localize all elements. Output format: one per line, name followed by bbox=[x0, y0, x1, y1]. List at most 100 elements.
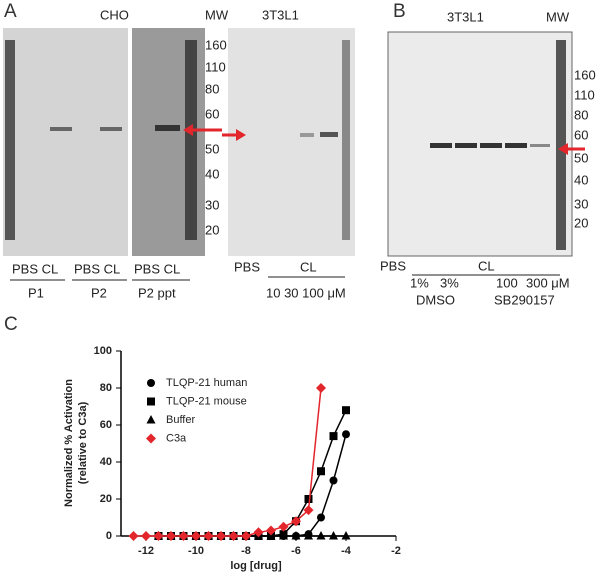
group-label: SB290157 bbox=[494, 292, 555, 307]
ladder bbox=[556, 40, 566, 250]
mw-marker: 20 bbox=[205, 222, 219, 237]
x-tick-label: -6 bbox=[291, 545, 301, 557]
legend-label: C3a bbox=[166, 432, 187, 444]
marker bbox=[316, 383, 326, 393]
mw-marker: 60 bbox=[205, 106, 219, 121]
marker bbox=[341, 531, 351, 540]
mw-marker: 40 bbox=[574, 172, 588, 187]
marker bbox=[316, 531, 326, 540]
band bbox=[300, 133, 314, 137]
mw-marker: 160 bbox=[205, 37, 227, 52]
marker bbox=[216, 531, 226, 541]
marker bbox=[303, 505, 314, 516]
band bbox=[100, 127, 122, 131]
mw-marker: 30 bbox=[205, 197, 219, 212]
y-tick-label: 0 bbox=[106, 530, 112, 542]
band bbox=[530, 144, 550, 147]
marker bbox=[279, 531, 288, 540]
mw-marker: 160 bbox=[574, 67, 596, 82]
marker bbox=[329, 432, 338, 441]
legend-label: TLQP-21 mouse bbox=[166, 395, 247, 407]
marker bbox=[304, 531, 313, 540]
series-line bbox=[133, 387, 322, 537]
marker bbox=[291, 516, 301, 527]
band bbox=[455, 143, 477, 148]
lane-label: PBS CL bbox=[134, 261, 180, 276]
cell-line: 3T3L1 bbox=[262, 7, 299, 22]
y-axis-label: Normalized % Activation bbox=[63, 379, 75, 507]
band bbox=[320, 132, 338, 137]
marker bbox=[166, 531, 176, 541]
marker bbox=[304, 495, 313, 503]
panel-label: C bbox=[4, 314, 18, 335]
y-tick-label: 40 bbox=[100, 456, 112, 468]
legend-marker bbox=[147, 397, 155, 406]
mw-marker: 60 bbox=[574, 127, 588, 142]
marker bbox=[178, 531, 189, 541]
treatment-label: CL bbox=[300, 259, 317, 274]
lane-label: PBS CL bbox=[12, 261, 58, 276]
marker bbox=[329, 476, 338, 485]
treatment-label: CL bbox=[478, 258, 495, 273]
x-tick-label: -4 bbox=[341, 545, 352, 557]
y-tick-label: 20 bbox=[100, 493, 112, 505]
legend-label: Buffer bbox=[166, 414, 195, 426]
legend-marker bbox=[146, 415, 156, 424]
mw-label: MW bbox=[546, 9, 570, 24]
marker bbox=[266, 525, 276, 536]
concentrations: 10 30 100 μM bbox=[266, 285, 346, 300]
legend-marker bbox=[147, 379, 155, 387]
arrow bbox=[558, 143, 568, 155]
y-tick-label: 60 bbox=[100, 419, 112, 431]
band bbox=[155, 125, 180, 131]
treatment-label: PBS bbox=[234, 259, 260, 274]
ladder bbox=[185, 40, 197, 240]
y-tick-label: 100 bbox=[94, 345, 112, 357]
mw-marker: 50 bbox=[574, 150, 588, 165]
mw-marker: 110 bbox=[574, 87, 595, 102]
x-axis-label: log [drug] bbox=[230, 560, 282, 572]
band bbox=[480, 143, 502, 148]
marker bbox=[128, 531, 139, 541]
marker bbox=[342, 430, 350, 439]
x-tick-label: -8 bbox=[241, 545, 251, 557]
marker bbox=[191, 531, 201, 541]
concentration: 100 bbox=[496, 275, 518, 290]
blot bbox=[3, 28, 128, 256]
marker bbox=[141, 531, 151, 541]
arrow bbox=[183, 124, 193, 136]
band bbox=[505, 143, 527, 148]
marker bbox=[203, 531, 214, 541]
group-label: P2 ppt bbox=[138, 285, 176, 300]
band bbox=[50, 127, 72, 131]
marker bbox=[278, 521, 289, 532]
blot bbox=[228, 28, 355, 256]
marker bbox=[317, 513, 325, 522]
panel-label: A bbox=[4, 1, 17, 22]
marker bbox=[329, 531, 338, 540]
mw-marker: 80 bbox=[574, 107, 588, 122]
legend-marker bbox=[146, 433, 156, 444]
y-tick-label: 80 bbox=[100, 382, 112, 394]
panel-label: B bbox=[393, 1, 406, 22]
concentration: 300 μM bbox=[526, 275, 570, 290]
group-label: P1 bbox=[28, 285, 44, 300]
cell-line: 3T3L1 bbox=[447, 9, 484, 24]
marker bbox=[153, 531, 164, 541]
marker bbox=[317, 467, 325, 476]
x-tick-label: -12 bbox=[138, 545, 154, 557]
ladder bbox=[5, 40, 15, 240]
mw-marker: 110 bbox=[205, 59, 226, 74]
marker bbox=[253, 527, 264, 538]
y-axis-label: (relative to C3a) bbox=[77, 401, 89, 484]
mw-marker: 20 bbox=[574, 215, 588, 230]
cell-line: CHO bbox=[100, 7, 129, 22]
concentration: 1% bbox=[410, 275, 429, 290]
marker bbox=[241, 531, 251, 541]
concentration: 3% bbox=[440, 275, 459, 290]
mw-marker: 40 bbox=[205, 166, 219, 181]
lane-label: PBS CL bbox=[74, 261, 120, 276]
legend-label: TLQP-21 human bbox=[166, 377, 247, 389]
group-label: DMSO bbox=[416, 292, 455, 307]
